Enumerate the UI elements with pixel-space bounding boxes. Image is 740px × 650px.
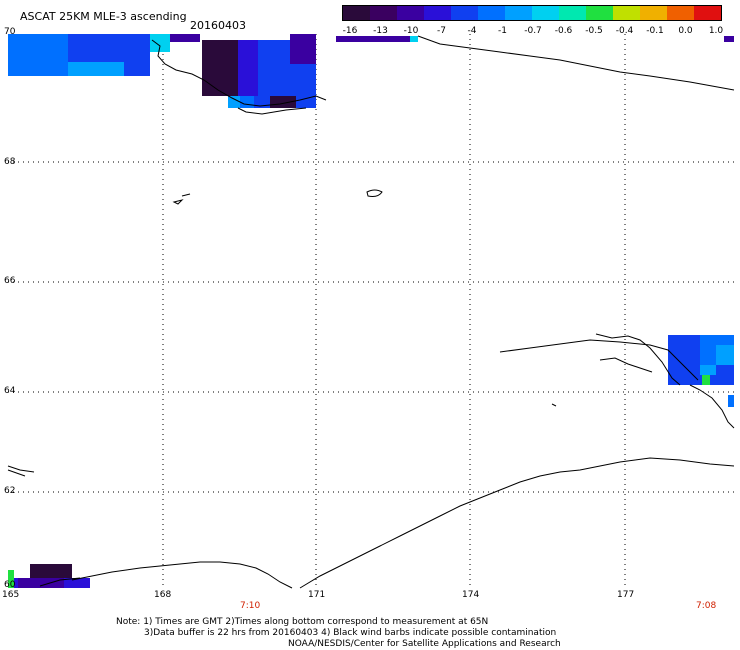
swath-right xyxy=(668,335,734,407)
lat-label-60: 60 xyxy=(4,580,16,590)
swath-bottom-left xyxy=(8,564,90,588)
colorbar-swatch xyxy=(613,6,640,20)
colorbar-swatch xyxy=(667,6,694,20)
time-label-708: 7:08 xyxy=(696,601,717,611)
colorbar-swatch xyxy=(505,6,532,20)
colorbar-swatch xyxy=(424,6,451,20)
lat-label-62: 62 xyxy=(4,486,16,496)
colorbar-swatch xyxy=(640,6,667,20)
colorbar-swatch xyxy=(343,6,370,20)
swath-top-strip xyxy=(336,36,734,42)
lon-label-177: 177 xyxy=(617,590,635,600)
note-line-3: NOAA/NESDIS/Center for Satellite Applica… xyxy=(288,639,561,649)
colorbar-swatch xyxy=(559,6,586,20)
colorbar-tick-label: -0.4 xyxy=(615,26,634,36)
lon-label-165: 165 xyxy=(2,590,20,600)
colorbar-swatch xyxy=(478,6,505,20)
colorbar-tick-label: 0.0 xyxy=(678,26,693,36)
colorbar-swatch xyxy=(694,6,721,20)
colorbar-swatch xyxy=(586,6,613,20)
note-line-1: Note: 1) Times are GMT 2)Times along bot… xyxy=(116,617,489,627)
colorbar-tick-label: -13 xyxy=(373,26,388,36)
lat-label-64: 64 xyxy=(4,386,16,396)
lat-label-68: 68 xyxy=(4,157,16,167)
colorbar-tick-label: -1 xyxy=(498,26,507,36)
colorbar xyxy=(342,5,722,21)
colorbar-labels: -16 -13 -10 -7 -4 -1 -0.7 -0.6 -0.5 -0.4 -0.1 0.0 1.… xyxy=(0,27,740,39)
islands xyxy=(172,189,557,407)
product-date: 20160403 xyxy=(190,19,246,32)
colorbar-tick-label: -0.6 xyxy=(554,26,573,36)
colorbar-tick-label: -0.1 xyxy=(646,26,664,36)
lat-label-66: 66 xyxy=(4,276,16,286)
graticule xyxy=(8,34,734,588)
lat-label-70: 70 xyxy=(4,27,16,37)
coastline xyxy=(7,35,735,589)
colorbar-tick-label: -10 xyxy=(403,26,419,36)
colorbar-tick-label: -0.5 xyxy=(585,26,603,36)
swath-top-middle xyxy=(202,34,316,108)
lon-label-168: 168 xyxy=(154,590,172,600)
colorbar-tick-label: -0.7 xyxy=(524,26,542,36)
colorbar-tick-label: -7 xyxy=(437,26,446,36)
colorbar-swatch xyxy=(370,6,397,20)
colorbar-tick-label: -16 xyxy=(342,26,358,36)
colorbar-swatch xyxy=(451,6,478,20)
colorbar-swatch xyxy=(532,6,559,20)
lon-label-174: 174 xyxy=(462,590,480,600)
colorbar-swatch xyxy=(397,6,424,20)
swath-top-left xyxy=(8,34,200,76)
product-title: ASCAT 25KM MLE-3 ascending xyxy=(20,10,187,23)
colorbar-tick-label: -4 xyxy=(467,26,477,36)
colorbar-tick-label: 1.0 xyxy=(708,26,724,36)
lon-label-171: 171 xyxy=(308,590,326,600)
note-line-2: 3)Data buffer is 22 hrs from 20160403 4)… xyxy=(144,628,557,638)
time-label-710: 7:10 xyxy=(240,601,261,611)
